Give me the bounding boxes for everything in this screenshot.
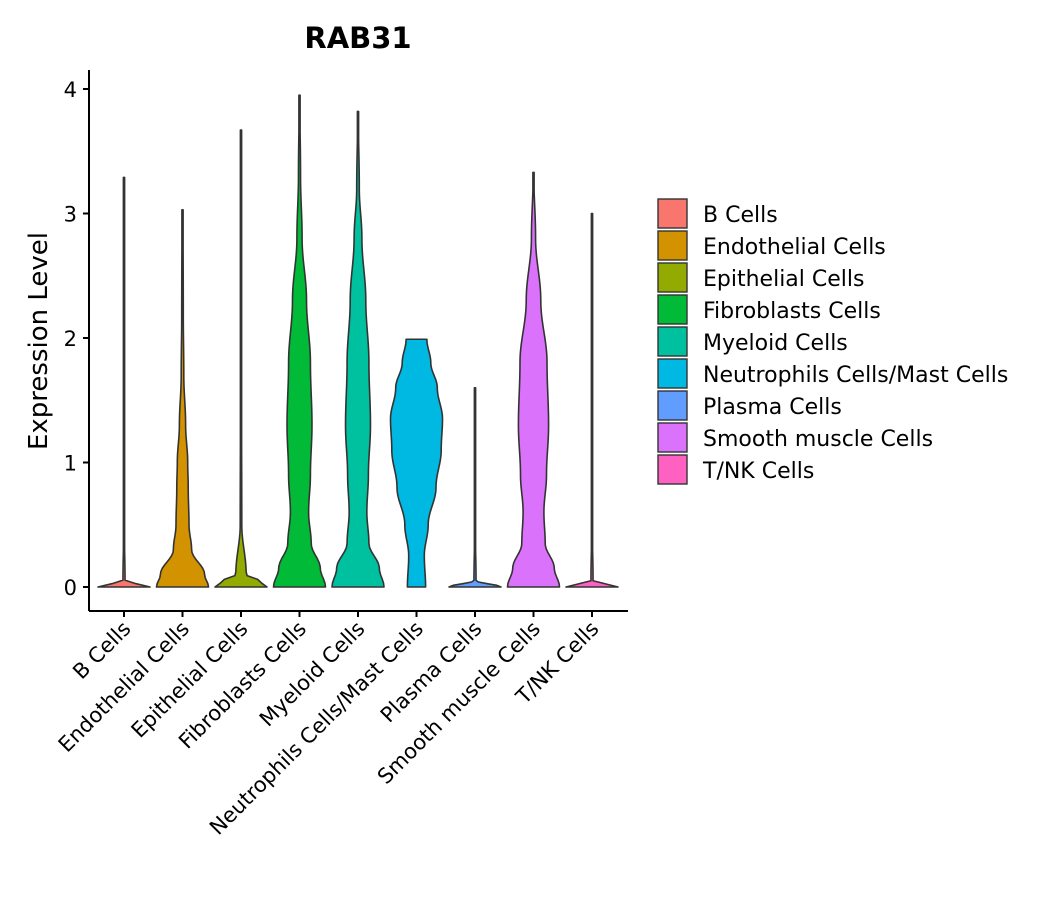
legend-swatch-endothelial-cells <box>657 230 688 261</box>
legend-label-plasma-cells: Plasma Cells <box>703 395 842 420</box>
y-tick-label: 3 <box>64 203 77 227</box>
legend-label-b-cells: B Cells <box>703 203 778 228</box>
y-tick-label: 2 <box>64 327 77 351</box>
violin-plasma-cells <box>448 387 502 588</box>
y-tick-label: 1 <box>64 452 77 476</box>
legend-label-epithelial-cells: Epithelial Cells <box>703 267 864 292</box>
legend-swatch-neutrophils-cells-mast-cells <box>657 358 688 389</box>
x-tick-label: Neutrophils Cells/Mast Cells <box>205 617 428 840</box>
y-tick-label: 4 <box>64 78 77 102</box>
legend-label-myeloid-cells: Myeloid Cells <box>703 331 848 356</box>
legend-swatch-fibroblasts-cells <box>657 294 688 325</box>
legend-swatch-myeloid-cells <box>657 326 688 357</box>
legend-swatch-epithelial-cells <box>657 262 688 293</box>
violin-myeloid-cells <box>331 110 385 588</box>
chart-title: RAB31 <box>304 21 411 55</box>
legend-swatch-plasma-cells <box>657 390 688 421</box>
legend-label-endothelial-cells: Endothelial Cells <box>703 235 886 260</box>
violin-epithelial-cells <box>214 129 268 588</box>
y-tick-label: 0 <box>64 576 77 600</box>
legend: B Cells Endothelial Cells Epithelial Cells… <box>657 198 1008 485</box>
violin-fibroblasts-cells <box>272 94 327 588</box>
violin-neutrophils-cells-mast-cells <box>389 338 444 588</box>
legend-label-fibroblasts-cells: Fibroblasts Cells <box>703 299 881 324</box>
legend-swatch-t-nk-cells <box>657 454 688 485</box>
legend-label-t-nk-cells: T/NK Cells <box>702 459 814 484</box>
y-ticks-group: 0 1 2 3 4 <box>64 78 89 600</box>
violins-group <box>97 94 619 588</box>
y-axis-label: Expression Level <box>24 232 54 450</box>
legend-swatch-b-cells <box>657 198 688 229</box>
violin-t-nk-cells <box>565 212 619 588</box>
legend-label-smooth-muscle-cells: Smooth muscle Cells <box>703 427 933 452</box>
violin-smooth-muscle-cells <box>506 171 561 588</box>
violin-b-cells <box>97 176 151 588</box>
x-tick-label: Plasma Cells <box>376 617 487 728</box>
legend-swatch-smooth-muscle-cells <box>657 422 688 453</box>
violin-endothelial-cells <box>155 208 210 588</box>
legend-label-neutrophils-cells-mast-cells: Neutrophils Cells/Mast Cells <box>703 363 1008 388</box>
